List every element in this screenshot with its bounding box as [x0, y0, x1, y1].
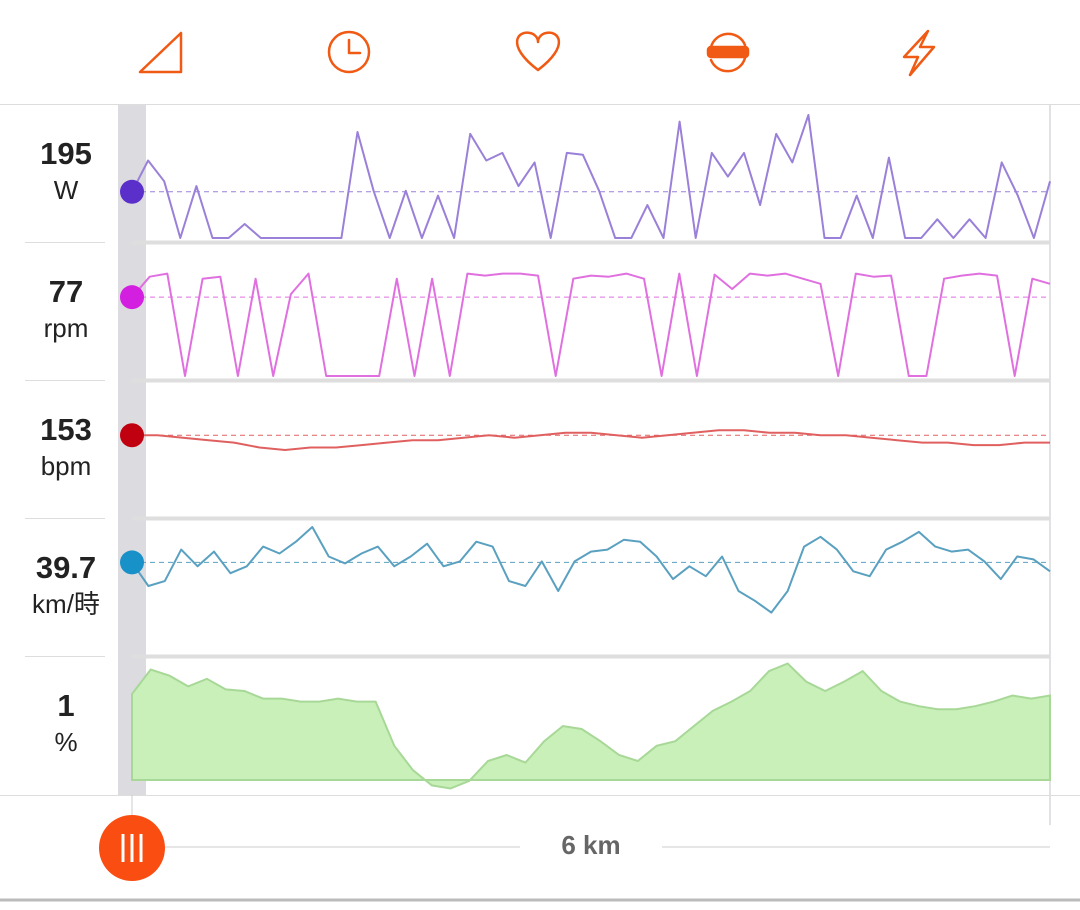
trace-line: [131, 526, 1051, 614]
metric-unit: W: [54, 175, 79, 205]
metric-value: 77: [49, 274, 83, 309]
metric-unit: %: [54, 727, 77, 757]
scrub-handle[interactable]: [99, 815, 165, 881]
metric-value: 153: [40, 412, 92, 447]
metric-value: 39.7: [36, 550, 96, 585]
power-tab[interactable]: [902, 29, 936, 77]
metric-unit: km/時: [32, 589, 100, 619]
current-dot: [120, 423, 144, 448]
time-tab[interactable]: [327, 30, 371, 74]
trace-line: [131, 114, 1051, 239]
trace-line: [132, 429, 1050, 451]
slope-tab[interactable]: [138, 31, 183, 74]
current-dot: [120, 179, 144, 204]
trace-line: [131, 272, 1051, 377]
metric-value: 195: [40, 136, 92, 171]
metric-unit: bpm: [41, 451, 92, 481]
scrubber-band: [118, 105, 146, 795]
current-dot: [120, 285, 144, 310]
distance-label: 6 km: [561, 830, 620, 860]
grade-area: [131, 662, 1051, 790]
current-dot: [120, 550, 144, 575]
metric-unit: rpm: [44, 313, 89, 343]
metric-value: 1: [57, 688, 74, 723]
cadence-tab[interactable]: [706, 32, 750, 73]
heart-tab[interactable]: [515, 31, 561, 72]
